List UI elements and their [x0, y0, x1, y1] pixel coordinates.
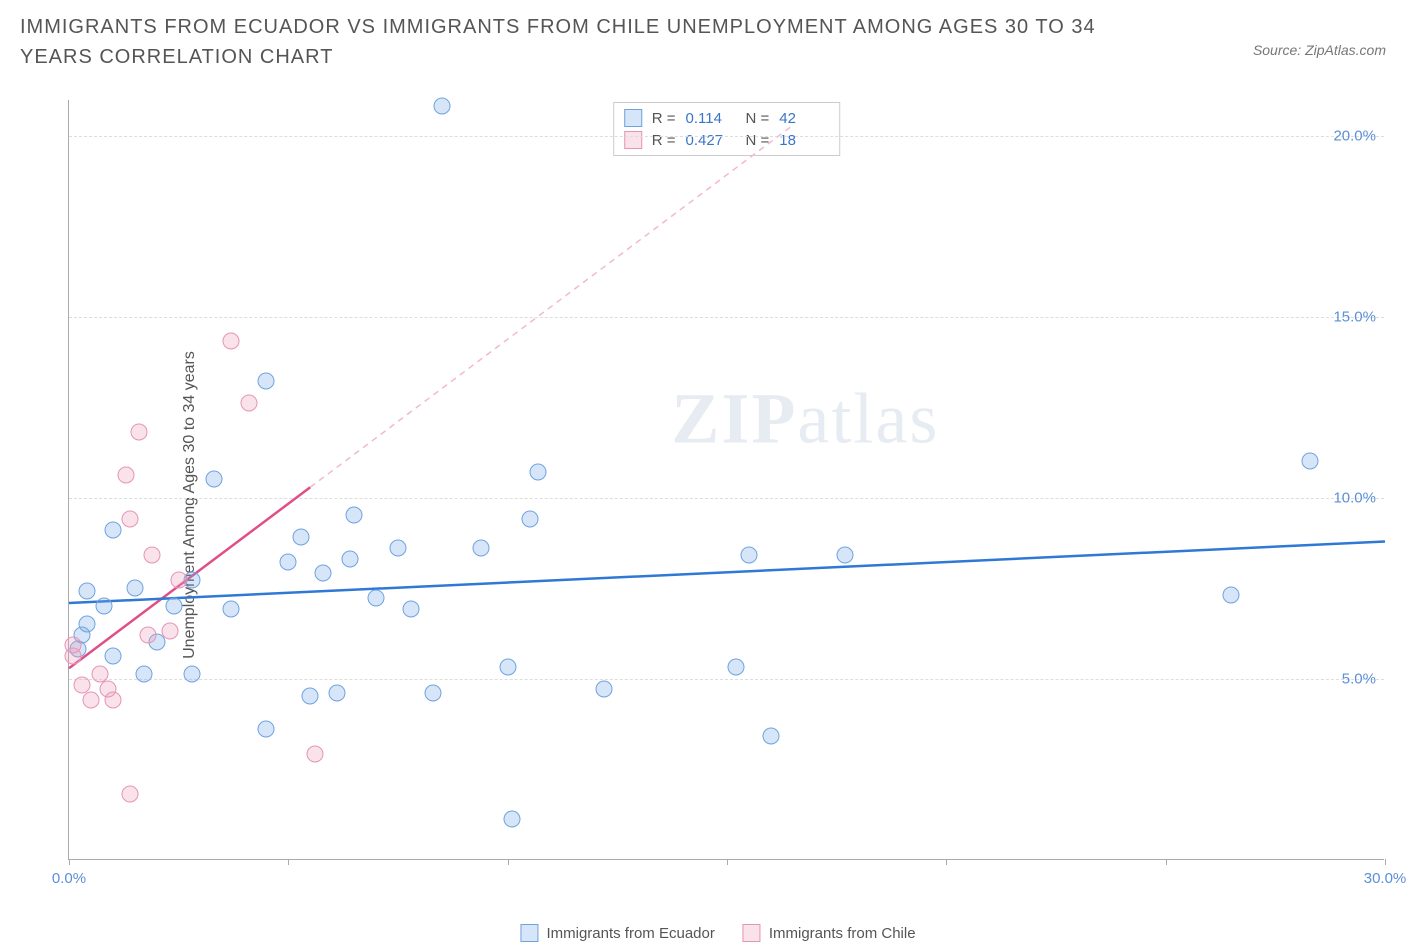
x-tick	[1166, 859, 1167, 865]
chile-point	[122, 785, 139, 802]
ecuador-point	[302, 688, 319, 705]
ecuador-point	[341, 550, 358, 567]
legend-item: Immigrants from Ecuador	[520, 924, 714, 942]
gridline	[69, 136, 1384, 137]
watermark: ZIPatlas	[671, 377, 939, 460]
ecuador-point	[78, 615, 95, 632]
stat-r-value: 0.114	[686, 110, 736, 127]
ecuador-point	[135, 666, 152, 683]
gridline	[69, 317, 1384, 318]
ecuador-point	[403, 601, 420, 618]
x-tick	[508, 859, 509, 865]
gridline	[69, 498, 1384, 499]
chile-point	[161, 623, 178, 640]
stats-row: R = 0.114 N = 42	[624, 107, 830, 129]
ecuador-point	[433, 98, 450, 115]
ecuador-point	[183, 666, 200, 683]
chile-point	[65, 637, 82, 654]
x-tick-label: 30.0%	[1364, 870, 1406, 887]
ecuador-point	[126, 579, 143, 596]
ecuador-point	[1302, 452, 1319, 469]
x-tick	[69, 859, 70, 865]
ecuador-point	[328, 684, 345, 701]
x-tick	[946, 859, 947, 865]
x-tick	[1385, 859, 1386, 865]
legend-label: Immigrants from Chile	[769, 925, 916, 942]
chile-point	[170, 572, 187, 589]
chile-point	[118, 467, 135, 484]
x-tick	[288, 859, 289, 865]
stats-row: R = 0.427 N = 18	[624, 129, 830, 151]
y-tick-label: 15.0%	[1333, 309, 1376, 326]
stat-r-label: R =	[652, 110, 676, 127]
chile-point	[82, 691, 99, 708]
ecuador-point	[280, 554, 297, 571]
stat-r-label: R =	[652, 132, 676, 149]
ecuador-point	[315, 565, 332, 582]
ecuador-point	[727, 659, 744, 676]
chile-point	[144, 547, 161, 564]
plot-area: ZIPatlas R = 0.114 N = 42 R = 0.427 N = 18 5.0%…	[68, 100, 1384, 860]
ecuador-point	[368, 590, 385, 607]
stat-n-label: N =	[746, 110, 770, 127]
stats-legend-box: R = 0.114 N = 42 R = 0.427 N = 18	[613, 102, 841, 156]
ecuador-point	[473, 539, 490, 556]
ecuador-point	[104, 521, 121, 538]
chile-point	[104, 691, 121, 708]
watermark-text-b: atlas	[797, 378, 939, 458]
page-title: IMMIGRANTS FROM ECUADOR VS IMMIGRANTS FR…	[20, 12, 1120, 72]
stats-swatch	[624, 131, 642, 149]
ecuador-point	[104, 648, 121, 665]
ecuador-point	[425, 684, 442, 701]
chile-point	[240, 395, 257, 412]
ecuador-point	[530, 463, 547, 480]
ecuador-point	[1223, 586, 1240, 603]
ecuador-point	[837, 547, 854, 564]
source-attribution: Source: ZipAtlas.com	[1253, 42, 1386, 58]
chile-point	[223, 333, 240, 350]
stat-r-value: 0.427	[686, 132, 736, 149]
ecuador-point	[390, 539, 407, 556]
x-tick-label: 0.0%	[52, 870, 86, 887]
legend-label: Immigrants from Ecuador	[546, 925, 714, 942]
chile-point	[139, 626, 156, 643]
x-tick	[727, 859, 728, 865]
legend-item: Immigrants from Chile	[743, 924, 916, 942]
stat-n-value: 42	[779, 110, 829, 127]
y-tick-label: 20.0%	[1333, 128, 1376, 145]
ecuador-point	[596, 680, 613, 697]
watermark-text-a: ZIP	[671, 378, 797, 458]
legend-swatch	[520, 924, 538, 942]
ecuador-point	[293, 528, 310, 545]
ecuador-point	[740, 547, 757, 564]
trend-lines-svg	[69, 100, 1385, 860]
ecuador-point	[346, 507, 363, 524]
legend-swatch	[743, 924, 761, 942]
stat-n-value: 18	[779, 132, 829, 149]
ecuador-point	[521, 510, 538, 527]
ecuador-point	[96, 597, 113, 614]
ecuador-point	[504, 811, 521, 828]
stat-n-label: N =	[746, 132, 770, 149]
y-tick-label: 5.0%	[1342, 671, 1376, 688]
ecuador-point	[762, 727, 779, 744]
ecuador-point	[205, 471, 222, 488]
y-tick-label: 10.0%	[1333, 490, 1376, 507]
chile-point	[131, 423, 148, 440]
ecuador-point	[166, 597, 183, 614]
ecuador-point	[258, 373, 275, 390]
ecuador-point	[78, 583, 95, 600]
ecuador-point	[499, 659, 516, 676]
chile-point	[306, 746, 323, 763]
bottom-legend: Immigrants from Ecuador Immigrants from C…	[520, 924, 915, 942]
ecuador-point	[223, 601, 240, 618]
chart-container: Unemployment Among Ages 30 to 34 years Z…	[48, 100, 1388, 910]
ecuador-point	[258, 720, 275, 737]
gridline	[69, 679, 1384, 680]
stats-swatch	[624, 109, 642, 127]
chile-point	[122, 510, 139, 527]
